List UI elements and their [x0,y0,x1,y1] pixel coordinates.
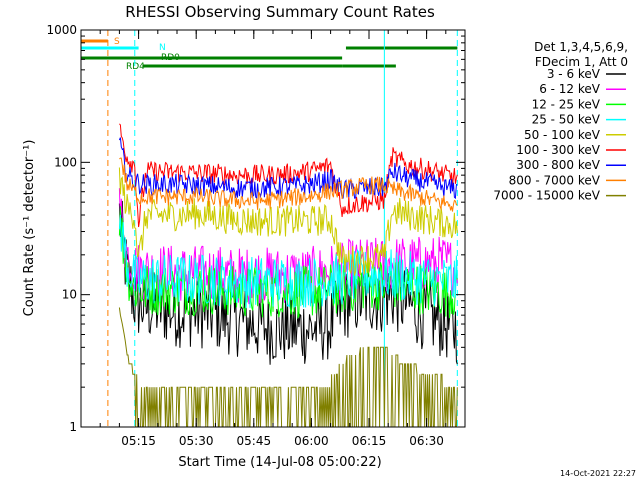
y-tick-label: 10 [62,288,77,302]
legend-label: 800 - 7000 keV [509,173,601,187]
x-tick-label: 06:00 [294,434,329,448]
legend: Det 1,3,4,5,6,9, FDecim 1, Att 0 3 - 6 k… [493,40,628,203]
series-line-800-7000-kev [119,157,458,212]
legend-label: 50 - 100 keV [524,128,601,142]
legend-label: 6 - 12 keV [539,82,601,96]
x-tick-label: 05:45 [237,434,272,448]
legend-label: 100 - 300 keV [516,143,600,157]
y-tick-label: 100 [54,155,77,169]
legend-label: 300 - 800 keV [516,158,600,172]
x-tick-label: 06:15 [352,434,387,448]
annotation-n: N [159,43,166,53]
legend-label: 7000 - 15000 keV [493,189,600,203]
legend-label: 3 - 6 keV [547,67,601,81]
annotation-rd0: RD0 [161,53,180,63]
series-line-25-50-kev [118,214,458,309]
series-line-12-25-kev [118,206,458,320]
annotation-s: S [114,37,120,47]
x-tick-label: 05:30 [179,434,214,448]
annotation-rd4: RD4 [126,62,145,72]
legend-label: 12 - 25 keV [532,97,601,111]
timestamp: 14-Oct-2021 22:27 [560,469,636,478]
y-axis-ticks: 1 10 100 1000 [46,23,465,434]
legend-label: 25 - 50 keV [532,113,601,127]
x-tick-label: 05:15 [121,434,156,448]
flag-bars [81,39,458,68]
x-axis-ticks: 05:15 05:30 05:45 06:00 06:15 06:30 [80,30,466,448]
chart-title: RHESSI Observing Summary Count Rates [125,3,435,21]
x-tick-label: 06:30 [409,434,444,448]
legend-header-line-1: Det 1,3,4,5,6,9, [534,40,628,54]
y-axis-label: Count Rate (s⁻¹ detector⁻¹) [22,140,37,317]
vertical-markers [107,30,458,427]
series-line-100-300-kev [119,123,458,228]
legend-header-line-2: FDecim 1, Att 0 [535,55,628,69]
y-tick-label: 1 [69,420,77,434]
series-line-300-800-kev [118,137,458,200]
x-axis-label: Start Time (14-Jul-08 05:00:22) [178,455,381,470]
series-line-50-100-kev [118,167,458,276]
y-tick-label: 1000 [46,23,77,37]
